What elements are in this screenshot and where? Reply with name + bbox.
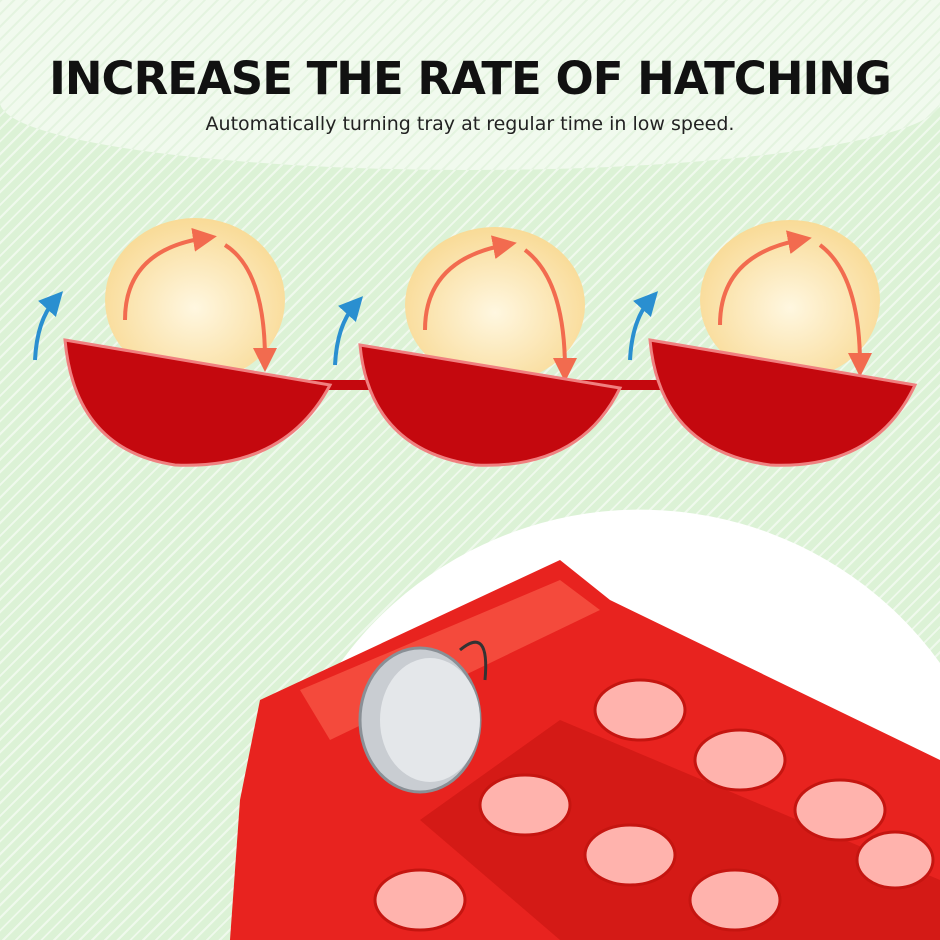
page-subtitle: Automatically turning tray at regular ti… xyxy=(205,113,735,135)
tray-bowl xyxy=(648,338,918,467)
tilt-arrow-icon xyxy=(33,291,64,361)
egg-unit xyxy=(628,220,918,467)
tray-bowl xyxy=(358,343,623,467)
product-photo xyxy=(230,509,940,940)
page-title: INCREASE THE RATE OF HATCHING xyxy=(49,52,892,105)
tilt-arrow-icon xyxy=(333,296,364,366)
header-band xyxy=(0,0,940,170)
tilt-arrow-icon xyxy=(628,291,659,361)
egg-unit xyxy=(333,227,623,467)
egg-unit xyxy=(33,218,333,467)
tray-bowl xyxy=(63,338,333,467)
